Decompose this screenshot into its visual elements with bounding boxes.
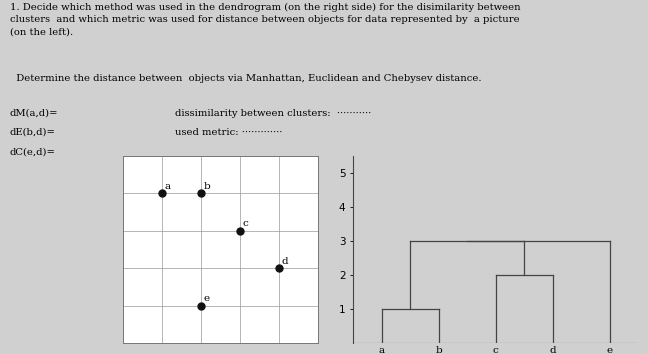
Text: d: d <box>281 257 288 266</box>
Text: dissimilarity between clusters:  ···········: dissimilarity between clusters: ········… <box>175 109 371 118</box>
Text: used metric: ·············: used metric: ············· <box>175 128 283 137</box>
Text: c: c <box>242 219 248 228</box>
Text: dM(a,d)=: dM(a,d)= <box>10 109 58 118</box>
Text: Determine the distance between  objects via Manhattan, Euclidean and Chebysev di: Determine the distance between objects v… <box>10 74 481 83</box>
Text: dE(b,d)=: dE(b,d)= <box>10 128 56 137</box>
Text: e: e <box>203 295 210 303</box>
Text: 1. Decide which method was used in the dendrogram (on the right side) for the di: 1. Decide which method was used in the d… <box>10 3 520 36</box>
Text: b: b <box>203 182 211 191</box>
Text: dC(e,d)=: dC(e,d)= <box>10 147 56 156</box>
Text: a: a <box>165 182 171 191</box>
